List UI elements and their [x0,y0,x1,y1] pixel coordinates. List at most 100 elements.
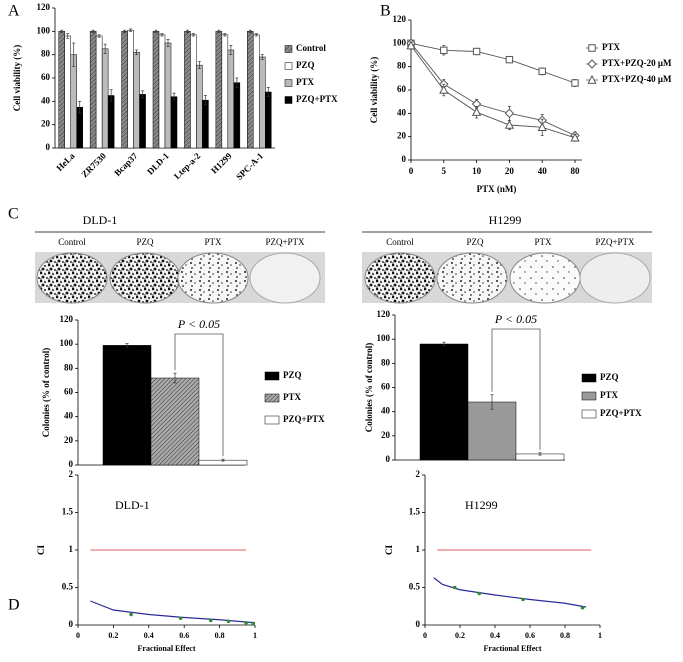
bar [139,94,146,149]
legend-label: PTX [296,77,315,87]
y-tick-label: 60 [381,382,391,392]
bar-hatch [90,31,97,148]
plate [36,252,108,304]
legend-swatch-hatch [265,394,279,402]
x-tick-label: 5 [442,166,447,176]
bar [202,99,209,149]
point [244,620,248,625]
y-tick-label: 20 [397,131,407,141]
condition-label: PZQ+PTX [265,237,305,247]
condition-label: PZQ+PTX [595,237,635,247]
x-tick-label: 80 [571,166,581,176]
condition-label: PTX [534,237,552,247]
error-bar [109,89,113,102]
annotation: P < 0.05 [177,317,220,331]
x-tick-label: SPC-A-1 [234,150,265,181]
line [410,45,576,139]
error-bar [125,343,129,348]
marker [440,46,448,55]
marker [538,67,546,76]
y-axis-label: Colonies (% of control) [41,348,51,438]
significance-bracket [491,328,541,450]
legend-swatch [284,96,293,104]
y-tick-label: 80 [64,362,74,372]
bar [419,343,469,461]
x-tick-label: 0 [423,631,427,640]
y-tick-label: 40 [397,107,407,117]
bar-hatch [184,31,191,148]
bar-hatch [121,31,128,148]
x-tick-label: 0 [76,631,80,640]
point [251,621,256,626]
y-tick-label: 20 [41,119,51,129]
y-tick-label: 0 [416,619,421,629]
bar [170,96,178,149]
x-axis-label: PTX (nM) [477,184,517,194]
bar [190,34,197,149]
x-tick-label: 1 [598,631,602,640]
error-bar [260,54,264,60]
marker [571,79,579,87]
error-bar [185,29,189,33]
error-bar [266,86,270,98]
plate [509,252,581,304]
bar [233,82,241,149]
line [410,42,576,84]
y-tick-label: 20 [64,435,74,445]
error-bar [60,29,64,33]
y-tick-label: 1 [69,544,74,554]
x-tick-label: Bcap37 [112,150,140,178]
bar-hatch [151,378,199,465]
y-tick-label: 20 [381,430,391,440]
point [129,612,133,617]
x-tick-label: 20 [505,166,515,176]
marker [504,108,515,119]
x-tick-label: 0.6 [525,631,535,640]
y-tick-label: 120 [393,14,407,24]
marker [505,55,514,64]
y-tick-label: 1 [416,544,421,554]
error-bar [248,29,252,33]
bar-hatch [58,31,65,148]
x-tick-label: 40 [538,166,548,176]
error-bar [91,29,95,33]
condition-label: Control [58,237,86,247]
plate [109,252,181,304]
y-tick-label: 120 [37,2,51,12]
y-axis-label: CI [36,545,46,555]
point [452,585,457,590]
y-tick-label: 100 [393,37,407,47]
bar [196,64,203,149]
bar [70,54,77,149]
error-bar [191,33,195,37]
bar [467,401,517,461]
marker [587,59,597,69]
legend-label: PZQ+PTX [600,408,642,418]
error-bar [235,77,239,88]
legend-swatch [581,373,597,383]
chart-title: H1299 [465,498,498,512]
legend-label: PTX [283,392,302,402]
x-tick-label: ZR7530 [79,150,108,179]
bar [227,49,235,149]
y-tick-label: 40 [41,95,51,105]
condition-label: PZQ [136,237,154,247]
legend-label: PZQ [283,370,302,380]
y-tick-label: 40 [381,406,391,416]
condition-label: Control [386,237,414,247]
y-tick-label: 120 [377,309,391,319]
chart-title: DLD-1 [115,498,150,512]
marker [472,47,481,56]
x-tick-label: 0.8 [560,631,570,640]
x-tick-label: Ltep-a-2 [172,150,203,181]
error-bar [173,372,177,384]
error-bar [172,92,176,101]
legend-label: PTX+PZQ-20 μM [602,58,672,68]
y-tick-label: 2 [416,469,421,479]
legend-swatch [581,391,597,401]
y-tick-label: 100 [377,333,391,343]
error-bar [66,33,70,39]
x-axis-label: Fractional Effect [484,644,542,653]
error-bar [166,39,170,47]
